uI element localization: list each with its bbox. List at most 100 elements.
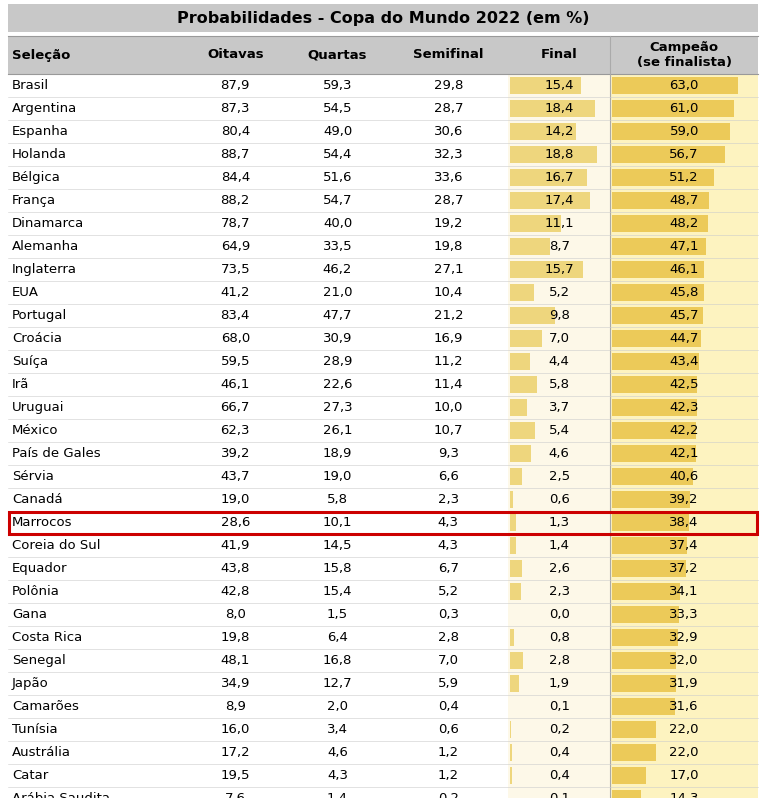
Bar xyxy=(508,235,611,258)
Text: 0,0: 0,0 xyxy=(548,608,570,621)
Text: 0,4: 0,4 xyxy=(548,769,570,782)
Text: 5,9: 5,9 xyxy=(438,677,459,690)
Bar xyxy=(510,560,522,576)
Text: 48,2: 48,2 xyxy=(669,217,699,230)
Text: 63,0: 63,0 xyxy=(669,79,699,92)
Text: 27,3: 27,3 xyxy=(322,401,352,414)
Bar xyxy=(611,120,758,143)
Text: 16,9: 16,9 xyxy=(434,332,463,345)
Bar xyxy=(612,606,679,622)
Text: Costa Rica: Costa Rica xyxy=(12,631,82,644)
Bar xyxy=(508,281,611,304)
Text: Polônia: Polônia xyxy=(12,585,60,598)
Bar xyxy=(611,695,758,718)
Bar xyxy=(508,327,611,350)
Text: Holanda: Holanda xyxy=(12,148,67,161)
Bar xyxy=(8,4,758,32)
Bar xyxy=(510,422,535,439)
Text: Irã: Irã xyxy=(12,378,29,391)
Text: 7,6: 7,6 xyxy=(224,792,246,798)
Text: 40,6: 40,6 xyxy=(669,470,699,483)
Text: 1,9: 1,9 xyxy=(548,677,570,690)
Text: 42,5: 42,5 xyxy=(669,378,699,391)
Bar xyxy=(8,36,758,74)
Bar xyxy=(8,580,758,603)
Text: México: México xyxy=(12,424,58,437)
Text: 10,0: 10,0 xyxy=(434,401,463,414)
Bar xyxy=(612,192,709,208)
Text: 59,3: 59,3 xyxy=(322,79,352,92)
Text: Bélgica: Bélgica xyxy=(12,171,61,184)
Text: 45,7: 45,7 xyxy=(669,309,699,322)
Text: 32,3: 32,3 xyxy=(434,148,463,161)
Bar xyxy=(611,511,758,534)
Text: 19,8: 19,8 xyxy=(434,240,463,253)
Bar xyxy=(8,465,758,488)
Bar xyxy=(611,557,758,580)
Text: 42,3: 42,3 xyxy=(669,401,699,414)
Text: 28,6: 28,6 xyxy=(221,516,250,529)
Bar xyxy=(510,653,523,669)
Text: 43,8: 43,8 xyxy=(221,562,250,575)
Text: 59,5: 59,5 xyxy=(221,355,250,368)
Bar xyxy=(611,672,758,695)
Text: Sérvia: Sérvia xyxy=(12,470,54,483)
Bar xyxy=(8,442,758,465)
Text: 0,6: 0,6 xyxy=(548,493,570,506)
Text: 3,7: 3,7 xyxy=(548,401,570,414)
Text: 11,2: 11,2 xyxy=(434,355,463,368)
Bar xyxy=(8,764,758,787)
Text: 1,5: 1,5 xyxy=(327,608,348,621)
Bar xyxy=(612,560,686,576)
Text: 0,4: 0,4 xyxy=(438,700,459,713)
Bar xyxy=(510,101,595,117)
Bar xyxy=(508,373,611,396)
Bar xyxy=(8,304,758,327)
Bar xyxy=(510,192,591,208)
Text: Marrocos: Marrocos xyxy=(12,516,73,529)
Text: 46,2: 46,2 xyxy=(322,263,352,276)
Text: 47,1: 47,1 xyxy=(669,240,699,253)
Bar xyxy=(510,468,522,484)
Bar xyxy=(612,675,676,692)
Text: 22,0: 22,0 xyxy=(669,746,699,759)
Bar xyxy=(510,284,534,301)
Text: 31,6: 31,6 xyxy=(669,700,699,713)
Text: 41,9: 41,9 xyxy=(221,539,250,552)
Bar xyxy=(510,721,511,737)
Text: 8,0: 8,0 xyxy=(225,608,246,621)
Text: 43,4: 43,4 xyxy=(669,355,699,368)
Bar xyxy=(508,557,611,580)
Bar xyxy=(510,77,581,93)
Text: 12,7: 12,7 xyxy=(322,677,352,690)
Text: 39,2: 39,2 xyxy=(221,447,250,460)
Bar xyxy=(612,354,699,369)
Bar xyxy=(508,442,611,465)
Text: 5,8: 5,8 xyxy=(548,378,570,391)
Text: 28,7: 28,7 xyxy=(434,194,463,207)
Text: Suíça: Suíça xyxy=(12,355,48,368)
Bar xyxy=(612,330,702,346)
Bar xyxy=(508,626,611,649)
Text: 64,9: 64,9 xyxy=(221,240,250,253)
Text: 42,8: 42,8 xyxy=(221,585,250,598)
Text: 4,3: 4,3 xyxy=(438,539,459,552)
Bar xyxy=(612,215,709,231)
Text: 40,0: 40,0 xyxy=(323,217,352,230)
Bar xyxy=(611,235,758,258)
Bar xyxy=(8,143,758,166)
Bar xyxy=(611,396,758,419)
Text: Gana: Gana xyxy=(12,608,47,621)
Bar xyxy=(508,74,611,97)
Bar xyxy=(8,327,758,350)
Bar xyxy=(510,537,516,554)
Text: 1,3: 1,3 xyxy=(548,516,570,529)
Bar xyxy=(508,212,611,235)
Text: 4,4: 4,4 xyxy=(548,355,570,368)
Text: 0,1: 0,1 xyxy=(548,700,570,713)
Bar xyxy=(510,515,516,531)
Bar xyxy=(611,373,758,396)
Bar xyxy=(612,745,656,760)
Bar xyxy=(8,419,758,442)
Text: 38,4: 38,4 xyxy=(669,516,699,529)
